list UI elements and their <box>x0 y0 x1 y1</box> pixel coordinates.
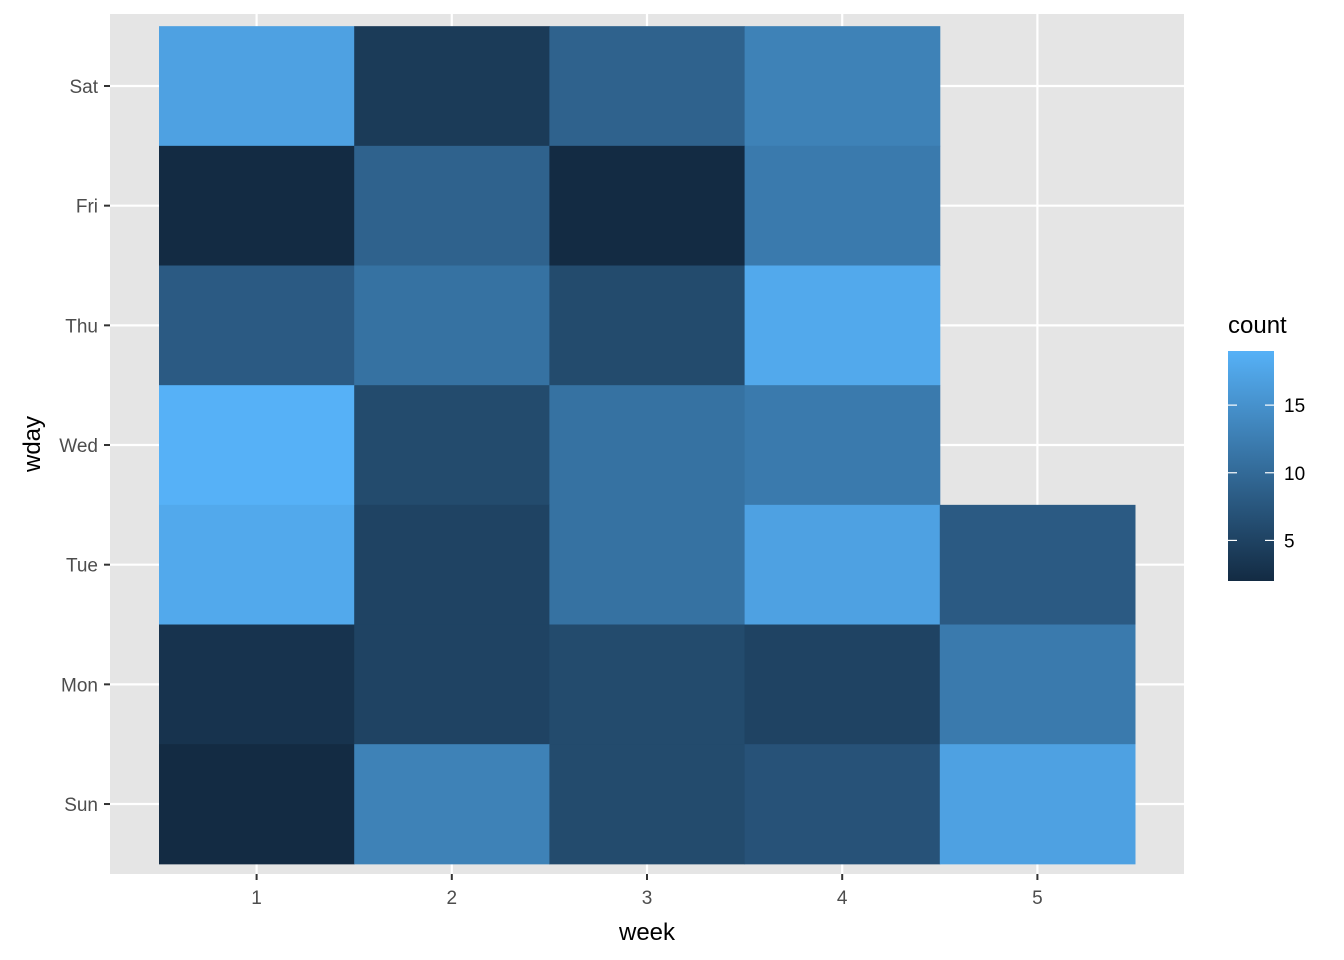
heatmap-tile-mon-week-5 <box>939 624 1136 745</box>
heatmap-tile-fri-week-4 <box>744 145 941 267</box>
heatmap-tile-mon-week-1 <box>159 624 355 745</box>
heatmap-tile-sat-week-4 <box>744 26 941 147</box>
legend-title: count <box>1228 312 1287 339</box>
y-tick-label: Wed <box>59 436 98 457</box>
y-tick-label: Sun <box>64 795 98 816</box>
y-axis: Sun Mon Tue Wed Thu Fri Sat <box>59 77 110 816</box>
x-axis: 1 2 3 4 5 <box>251 874 1043 909</box>
heatmap-tile-tue-week-2 <box>354 504 550 626</box>
heatmap-tile-mon-week-4 <box>744 624 941 745</box>
y-axis-title: wday <box>19 416 46 473</box>
heatmap-tile-sun-week-2 <box>354 744 550 865</box>
legend-tick-label: 15 <box>1284 396 1305 417</box>
heatmap-tiles <box>159 26 1136 865</box>
heatmap-tile-tue-week-5 <box>939 504 1136 626</box>
legend-colorbar <box>1228 351 1274 581</box>
y-tick-label: Tue <box>66 556 98 577</box>
x-tick-label: 5 <box>1032 888 1043 909</box>
heatmap-tile-mon-week-2 <box>354 624 550 745</box>
heatmap-tile-thu-week-3 <box>549 265 746 386</box>
y-tick-label: Thu <box>65 316 98 337</box>
heatmap-tile-thu-week-4 <box>744 265 941 386</box>
legend-ticks: 5 10 15 <box>1228 396 1305 552</box>
legend-tick-label: 5 <box>1284 531 1295 552</box>
heatmap-tile-wed-week-3 <box>549 385 746 506</box>
legend-tick-label: 10 <box>1284 464 1305 485</box>
heatmap-tile-fri-week-2 <box>354 145 550 267</box>
y-tick-label: Sat <box>69 77 98 98</box>
x-tick-label: 3 <box>642 888 653 909</box>
heatmap-tile-thu-week-2 <box>354 265 550 386</box>
heatmap-tile-wed-week-1 <box>159 385 355 506</box>
heatmap-tile-sun-week-5 <box>939 744 1136 865</box>
heatmap-tile-tue-week-3 <box>549 504 746 626</box>
heatmap-tile-sun-week-1 <box>159 744 355 865</box>
color-legend: count 5 10 15 <box>1228 312 1305 581</box>
y-tick-label: Fri <box>76 197 98 218</box>
heatmap-tile-sun-week-4 <box>744 744 941 865</box>
heatmap-tile-thu-week-1 <box>159 265 355 386</box>
heatmap-tile-tue-week-4 <box>744 504 941 626</box>
heatmap-tile-fri-week-1 <box>159 145 355 267</box>
heatmap-tile-mon-week-3 <box>549 624 746 745</box>
heatmap-tile-fri-week-3 <box>549 145 746 267</box>
x-tick-label: 4 <box>837 888 848 909</box>
x-tick-label: 2 <box>447 888 458 909</box>
heatmap-tile-wed-week-4 <box>744 385 941 506</box>
heatmap-tile-tue-week-1 <box>159 504 355 626</box>
heatmap-tile-sat-week-3 <box>549 26 746 147</box>
x-tick-label: 1 <box>251 888 262 909</box>
x-axis-title: week <box>618 919 676 946</box>
heatmap-tile-sat-week-1 <box>159 26 355 147</box>
heatmap-tile-sun-week-3 <box>549 744 746 865</box>
y-tick-label: Mon <box>61 675 98 696</box>
heatmap-tile-wed-week-2 <box>354 385 550 506</box>
heatmap-tile-sat-week-2 <box>354 26 550 147</box>
